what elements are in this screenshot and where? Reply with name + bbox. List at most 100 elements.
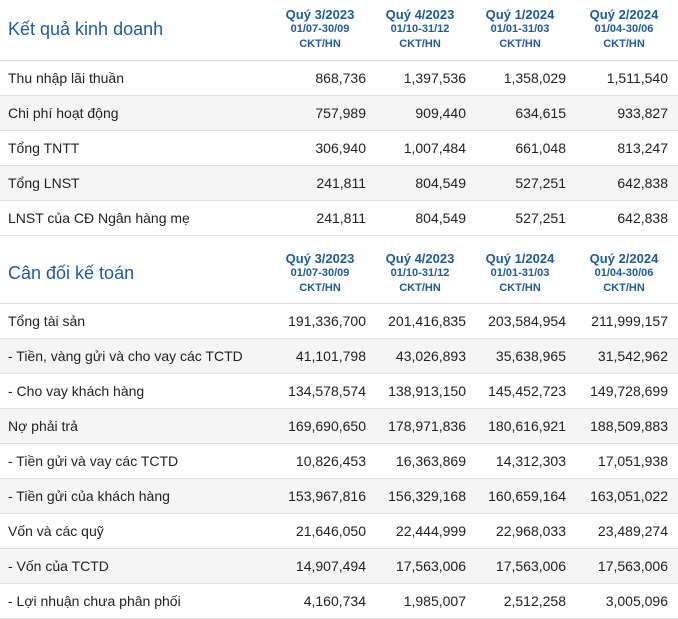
quarter-unit: CKT/HN [603, 281, 645, 294]
row-value: 642,838 [570, 200, 678, 236]
row-value: 16,363,869 [370, 443, 470, 479]
business-header: Kết quả kinh doanh Quý 3/2023 01/07-30/0… [0, 0, 678, 61]
row-value: 933,827 [570, 95, 678, 131]
row-value: 169,690,650 [270, 408, 370, 444]
quarter-range: 01/10-31/12 [390, 266, 450, 279]
row-value: 160,659,164 [470, 478, 570, 514]
row-label: - Tiền gửi và vay các TCTD [0, 443, 270, 479]
row-value: 178,971,836 [370, 408, 470, 444]
quarter-label: Quý 3/2023 [285, 7, 355, 23]
row-value: 1,358,029 [470, 60, 570, 96]
quarter-header: Quý 2/2024 01/04-30/06 CKT/HN [570, 243, 678, 304]
quarter-unit: CKT/HN [499, 38, 541, 51]
table-row: - Vốn của TCTD 14,907,494 17,563,006 17,563… [0, 548, 678, 584]
row-value: 1,007,484 [370, 130, 470, 166]
row-label: Tổng tài sản [0, 303, 270, 339]
table-row: Tổng TNTT 306,940 1,007,484 661,048 813,247 [0, 130, 678, 166]
quarter-unit: CKT/HN [399, 38, 441, 51]
row-value: 22,444,999 [370, 513, 470, 549]
row-value: 22,968,033 [470, 513, 570, 549]
quarter-unit: CKT/HN [299, 38, 341, 51]
business-title: Kết quả kinh doanh [0, 0, 270, 61]
row-value: 909,440 [370, 95, 470, 131]
row-value: 17,051,938 [570, 443, 678, 479]
row-value: 1,511,540 [570, 60, 678, 96]
table-row: Tổng LNST 241,811 804,549 527,251 642,838 [0, 165, 678, 201]
row-value: 757,989 [270, 95, 370, 131]
row-value: 634,615 [470, 95, 570, 131]
balance-title: Cân đối kế toán [0, 243, 270, 304]
row-value: 138,913,150 [370, 373, 470, 409]
quarter-range: 01/10-31/12 [390, 23, 450, 36]
row-value: 10,826,453 [270, 443, 370, 479]
row-label: Thu nhập lãi thuần [0, 60, 270, 96]
row-value: 661,048 [470, 130, 570, 166]
quarter-label: Quý 1/2024 [485, 7, 555, 23]
row-label: - Tiền, vàng gửi và cho vay các TCTD [0, 338, 270, 374]
table-row: LNST của CĐ Ngân hàng mẹ 241,811 804,549 52… [0, 200, 678, 236]
row-value: 527,251 [470, 165, 570, 201]
quarter-unit: CKT/HN [299, 281, 341, 294]
row-value: 17,563,006 [470, 548, 570, 584]
row-label: - Vốn của TCTD [0, 548, 270, 584]
row-value: 35,638,965 [470, 338, 570, 374]
quarter-header: Quý 1/2024 01/01-31/03 CKT/HN [470, 0, 570, 61]
row-value: 2,512,258 [470, 583, 570, 619]
row-label: Tổng LNST [0, 165, 270, 201]
row-value: 4,160,734 [270, 583, 370, 619]
row-value: 14,907,494 [270, 548, 370, 584]
table-row: Tổng tài sản 191,336,700 201,416,835 203,58… [0, 303, 678, 339]
quarter-range: 01/01-31/03 [490, 266, 550, 279]
row-label: LNST của CĐ Ngân hàng mẹ [0, 200, 270, 236]
row-value: 3,005,096 [570, 583, 678, 619]
row-value: 149,728,699 [570, 373, 678, 409]
quarter-header: Quý 2/2024 01/04-30/06 CKT/HN [570, 0, 678, 61]
row-value: 191,336,700 [270, 303, 370, 339]
business-section: Kết quả kinh doanh Quý 3/2023 01/07-30/0… [0, 0, 678, 61]
row-label: Nợ phải trả [0, 408, 270, 444]
row-value: 180,616,921 [470, 408, 570, 444]
quarter-unit: CKT/HN [399, 281, 441, 294]
row-value: 201,416,835 [370, 303, 470, 339]
row-value: 642,838 [570, 165, 678, 201]
row-value: 804,549 [370, 200, 470, 236]
table-row: - Lợi nhuận chưa phân phối 4,160,734 1,985… [0, 583, 678, 619]
quarter-range: 01/01-31/03 [490, 23, 550, 36]
row-label: - Tiền gửi của khách hàng [0, 478, 270, 514]
row-value: 203,584,954 [470, 303, 570, 339]
quarter-label: Quý 3/2023 [285, 250, 355, 266]
spacer [0, 235, 678, 244]
quarter-header: Quý 1/2024 01/01-31/03 CKT/HN [470, 243, 570, 304]
row-value: 156,329,168 [370, 478, 470, 514]
row-value: 43,026,893 [370, 338, 470, 374]
quarter-header: Quý 4/2023 01/10-31/12 CKT/HN [370, 0, 470, 61]
row-value: 804,549 [370, 165, 470, 201]
quarter-header: Quý 4/2023 01/10-31/12 CKT/HN [370, 243, 470, 304]
balance-rows: Tổng tài sản 191,336,700 201,416,835 203,58… [0, 303, 678, 619]
row-value: 241,811 [270, 200, 370, 236]
quarter-range: 01/04-30/06 [594, 266, 654, 279]
row-value: 134,578,574 [270, 373, 370, 409]
row-value: 153,967,816 [270, 478, 370, 514]
row-value: 17,563,006 [570, 548, 678, 584]
row-label: - Lợi nhuận chưa phân phối [0, 583, 270, 619]
business-rows: Thu nhập lãi thuần 868,736 1,397,536 1,358,… [0, 60, 678, 236]
quarter-unit: CKT/HN [603, 38, 645, 51]
table-row: Vốn và các quỹ 21,646,050 22,444,999 22,968… [0, 513, 678, 549]
quarter-unit: CKT/HN [499, 281, 541, 294]
row-value: 21,646,050 [270, 513, 370, 549]
row-value: 306,940 [270, 130, 370, 166]
row-value: 31,542,962 [570, 338, 678, 374]
table-row: - Tiền, vàng gửi và cho vay các TCTD 41,1… [0, 338, 678, 374]
row-value: 1,397,536 [370, 60, 470, 96]
table-row: - Tiền gửi của khách hàng 153,967,816 156,… [0, 478, 678, 514]
table-row: Nợ phải trả 169,690,650 178,971,836 180,616… [0, 408, 678, 444]
row-label: Tổng TNTT [0, 130, 270, 166]
table-row: - Tiền gửi và vay các TCTD 10,826,453 16,3… [0, 443, 678, 479]
row-value: 17,563,006 [370, 548, 470, 584]
row-value: 241,811 [270, 165, 370, 201]
quarter-label: Quý 4/2023 [385, 250, 455, 266]
row-value: 163,051,022 [570, 478, 678, 514]
row-value: 41,101,798 [270, 338, 370, 374]
